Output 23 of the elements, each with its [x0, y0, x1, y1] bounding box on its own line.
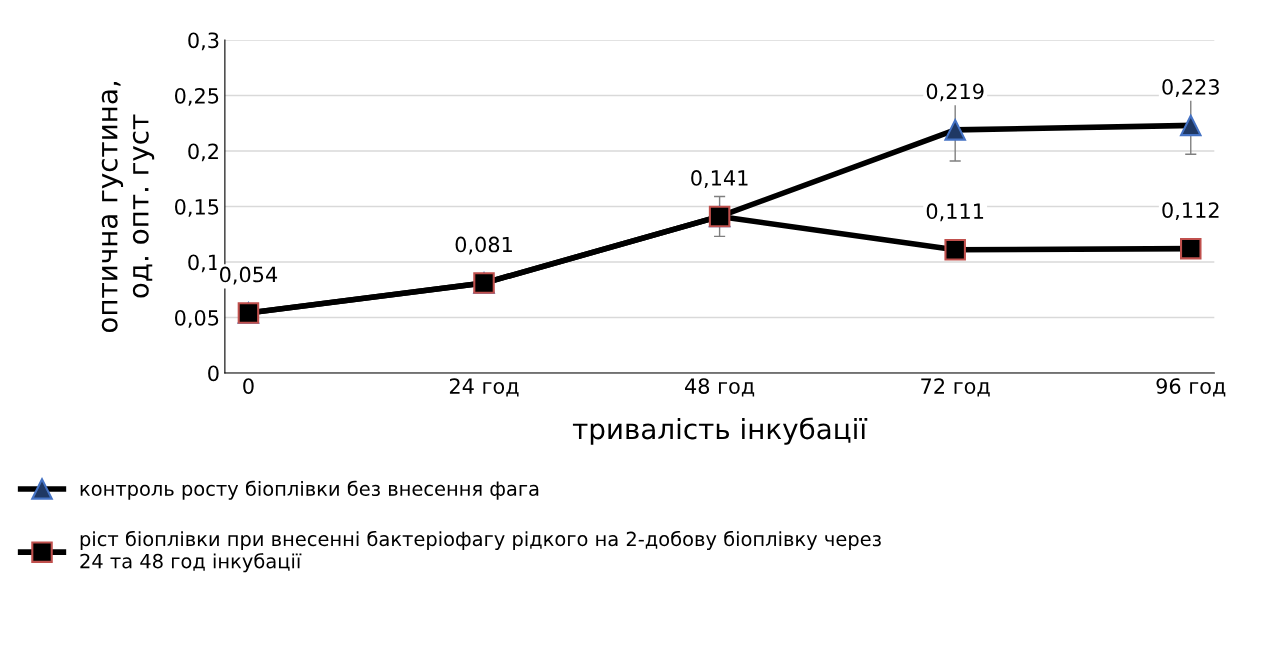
- x-tick-label: 96 год: [1156, 378, 1226, 397]
- x-tick-label: 72 год: [921, 378, 990, 397]
- data-label: 0,081: [455, 236, 512, 255]
- legend-label: ріст біоплівки при внесенні бактеріофагу рідкого на 2-добову біоплівку через 24 та 48 год інкубації: [80, 530, 881, 573]
- data-label: 0,141: [691, 170, 748, 188]
- data-label: 0,111: [926, 203, 984, 222]
- data-label: 0,223: [1162, 79, 1219, 97]
- x-tick-label: 48 год: [685, 378, 755, 397]
- x-tick-label: 0: [243, 378, 254, 394]
- legend-label: контроль росту біоплівки без внесення фага: [80, 480, 539, 500]
- y-tick-label: 0,05: [175, 309, 219, 328]
- x-axis-title: тривалість інкубації: [572, 417, 868, 445]
- x-tick-label: 24 год: [449, 378, 519, 397]
- y-tick-label: 0,25: [175, 87, 219, 106]
- data-label: 0,219: [926, 83, 984, 102]
- y-tick-label: 0: [208, 365, 219, 382]
- y-tick-label: 0,2: [188, 143, 218, 162]
- y-axis-title: оптична густина, од. опт. густ: [101, 81, 155, 333]
- y-tick-label: 0,3: [188, 32, 219, 51]
- y-tick-label: 0,1: [188, 254, 219, 273]
- y-tick-label: 0,15: [175, 198, 219, 217]
- data-label: 0,054: [219, 266, 278, 285]
- data-label: 0,112: [1162, 202, 1219, 221]
